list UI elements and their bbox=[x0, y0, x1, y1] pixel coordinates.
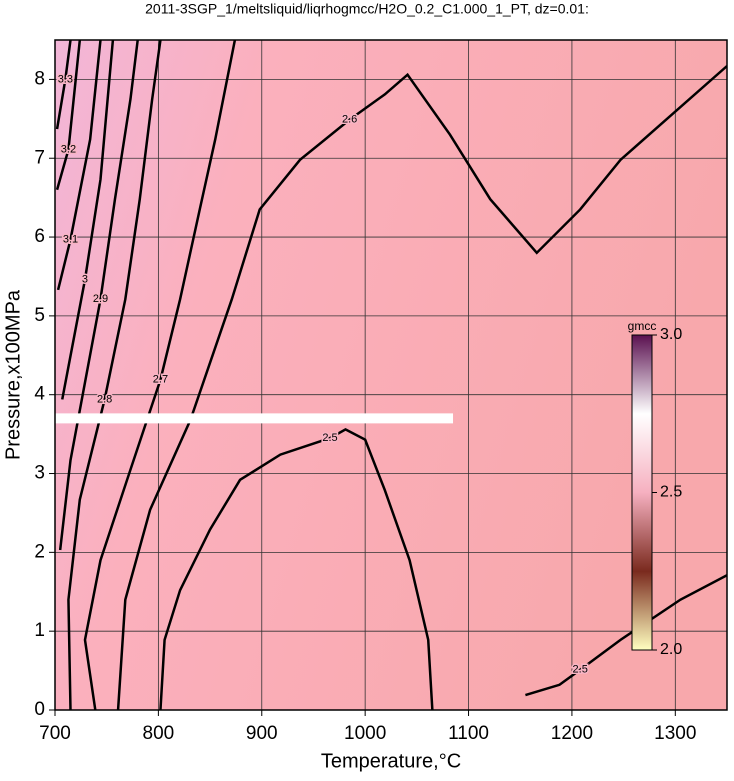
y-axis-label: Pressure,x100MPa bbox=[2, 289, 24, 460]
contour-label: 3 bbox=[82, 274, 88, 286]
contour-label: 2.8 bbox=[97, 393, 112, 405]
x-tick-label: 1300 bbox=[654, 723, 696, 744]
x-axis-label: Temperature,°C bbox=[321, 750, 461, 772]
colorbar-label: gmcc bbox=[628, 319, 657, 333]
y-tick-label: 8 bbox=[34, 68, 45, 89]
colorbar-tick-label: 3.0 bbox=[660, 326, 682, 343]
contour-label: 2.7 bbox=[153, 374, 168, 386]
contour-line bbox=[58, 40, 139, 551]
contour-line bbox=[55, 40, 72, 130]
contour-line bbox=[83, 40, 237, 710]
x-tick-label: 1000 bbox=[344, 723, 386, 744]
y-tick-label: 3 bbox=[34, 463, 45, 484]
y-tick-label: 5 bbox=[34, 305, 45, 326]
x-tick-label: 700 bbox=[39, 723, 71, 744]
contour-line bbox=[159, 427, 434, 710]
x-tick-label: 900 bbox=[246, 723, 278, 744]
y-tick-label: 4 bbox=[34, 384, 45, 405]
y-tick-label: 1 bbox=[34, 620, 45, 641]
contour-label: 2.6 bbox=[342, 114, 357, 126]
y-tick-label: 7 bbox=[34, 147, 45, 168]
contour-label: 2.9 bbox=[93, 293, 108, 305]
contour-line bbox=[525, 574, 727, 697]
contour-label: 2.5 bbox=[573, 664, 588, 676]
contour-label: 3.3 bbox=[58, 73, 73, 85]
x-tick-label: 800 bbox=[143, 723, 175, 744]
contour-label: 3.2 bbox=[61, 143, 76, 155]
colorbar bbox=[631, 334, 653, 651]
y-tick-label: 2 bbox=[34, 541, 45, 562]
contour-line bbox=[61, 40, 115, 400]
colorbar-tick-label: 2.0 bbox=[660, 641, 682, 658]
y-tick-label: 0 bbox=[34, 699, 45, 720]
plot-frame bbox=[54, 39, 728, 711]
contour-line bbox=[67, 40, 162, 710]
colorbar-tick-label: 2.5 bbox=[660, 484, 682, 501]
axes: 700 800 900 1000 1100 1200 1300 0 1 2 3 4 5 6 7 8 bbox=[34, 68, 696, 744]
chart-title: 2011-3SGP_1/meltsliquid/liqrhogmcc/H2O_0… bbox=[145, 1, 589, 17]
x-tick-label: 1100 bbox=[448, 723, 489, 744]
contour-line bbox=[56, 40, 102, 291]
contour-label: 2.5 bbox=[322, 432, 337, 444]
plot-area bbox=[55, 40, 727, 710]
contour-line bbox=[116, 65, 727, 710]
contours: 2.6 2.5 2.5 2.7 2.8 2.9 3 3.1 3.2 3.3 bbox=[55, 40, 727, 710]
x-tick-label: 1200 bbox=[551, 723, 593, 744]
contour-label: 3.1 bbox=[63, 233, 78, 245]
y-tick-label: 6 bbox=[34, 226, 45, 247]
contour-line bbox=[55, 40, 82, 191]
